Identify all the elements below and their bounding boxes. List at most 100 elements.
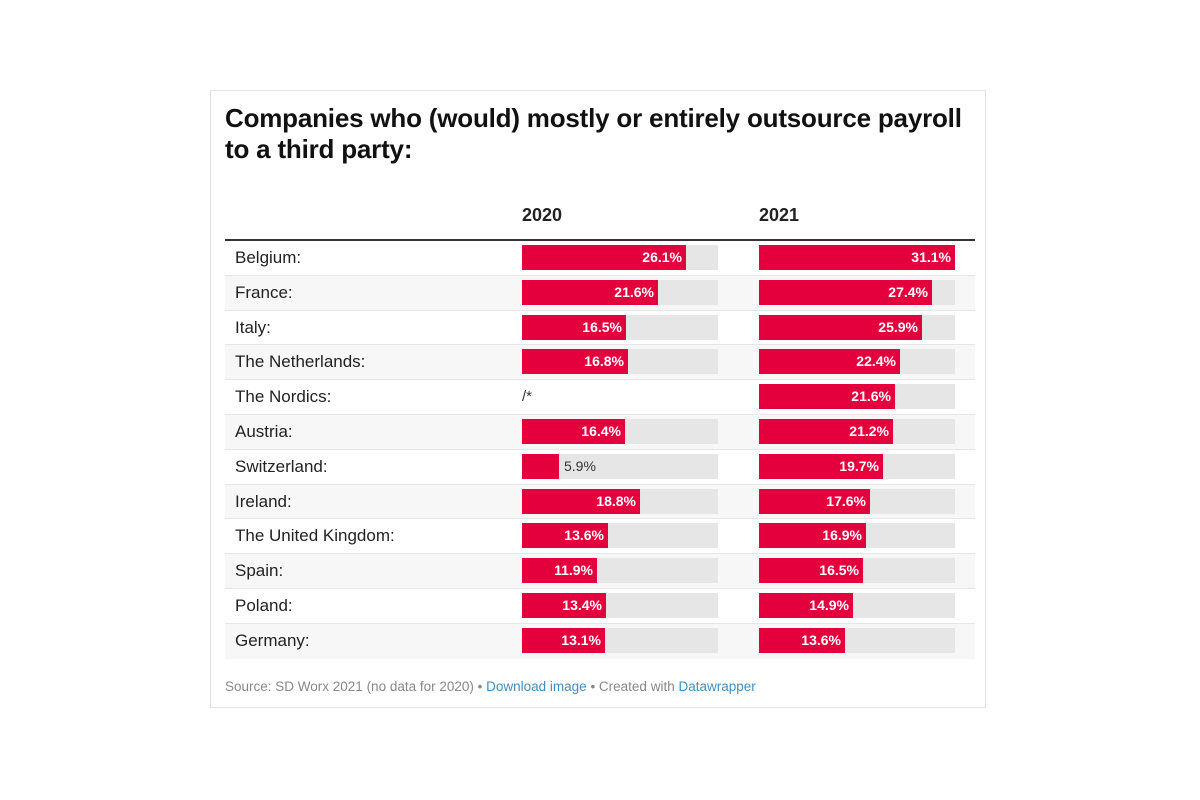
bar-track-2020: 13.4% — [522, 592, 718, 618]
bar-2021 — [759, 488, 870, 514]
bar-track-2021: 17.6% — [759, 488, 955, 514]
bar-track-2021: 19.7% — [759, 453, 955, 479]
row-label: France: — [235, 282, 293, 302]
data-label: 16.5% — [582, 318, 622, 335]
data-label: 27.4% — [888, 283, 928, 300]
data-label: 18.8% — [596, 492, 636, 509]
data-label: 22.4% — [856, 353, 896, 370]
bar-2020 — [522, 453, 559, 479]
data-label: 16.8% — [584, 353, 624, 370]
data-label: 19.7% — [839, 457, 879, 474]
column-header-2020: 2020 — [522, 205, 563, 225]
table-row: Austria: 16.4% 21.2% — [225, 414, 975, 450]
data-label: 11.9% — [554, 562, 593, 579]
bar-track-2020: 21.6% — [522, 279, 718, 305]
row-label: The Netherlands: — [235, 352, 366, 372]
bar-2021 — [759, 418, 893, 444]
bar-2021 — [759, 245, 955, 270]
row-label: Germany: — [235, 630, 310, 650]
data-label: 26.1% — [642, 249, 682, 265]
bar-track-2020: /* — [522, 384, 718, 409]
row-label: Austria: — [235, 421, 293, 441]
table-row: Ireland: 18.8% 17.6% — [225, 484, 975, 520]
source-note: Source: SD Worx 2021 (no data for 2020) — [225, 679, 474, 694]
data-label: 13.6% — [801, 631, 841, 648]
row-label: Switzerland: — [235, 456, 328, 476]
table-row: Italy: 16.5% 25.9% — [225, 311, 975, 346]
data-label: 21.6% — [614, 283, 654, 300]
chart-footer: Source: SD Worx 2021 (no data for 2020) … — [225, 679, 756, 694]
bar-2020 — [522, 279, 658, 305]
datawrapper-link[interactable]: Datawrapper — [678, 679, 756, 694]
bar-track-2020: 26.1% — [522, 245, 718, 270]
bar-track-2021: 22.4% — [759, 349, 955, 375]
download-image-link[interactable]: Download image — [486, 679, 587, 694]
bar-track-2020: 16.4% — [522, 418, 718, 444]
table-row: Belgium: 26.1% 31.1% — [225, 241, 975, 276]
row-label: Poland: — [235, 595, 293, 615]
bar-2021 — [759, 627, 845, 653]
bar-2020 — [522, 418, 625, 444]
bar-track-2021: 13.6% — [759, 627, 955, 653]
table-row: The United Kingdom: 13.6% 16.9% — [225, 519, 975, 555]
bar-2021 — [759, 558, 863, 584]
data-label: 17.6% — [826, 492, 866, 509]
row-label: Belgium: — [235, 248, 302, 267]
bar-track-2021: 21.6% — [759, 384, 955, 410]
row-label: The United Kingdom: — [235, 526, 395, 546]
data-label: 14.9% — [809, 596, 849, 613]
row-label: The Nordics: — [235, 387, 332, 407]
bar-track-2020: 18.8% — [522, 488, 718, 514]
chart-title: Companies who (would) mostly or entirely… — [225, 103, 962, 164]
bar-track-2020: 16.5% — [522, 314, 718, 340]
data-label: 16.9% — [822, 527, 862, 544]
bar-track-2021: 21.2% — [759, 418, 955, 444]
data-label: 16.5% — [819, 562, 859, 579]
no-data-label: /* — [522, 388, 533, 406]
table-row: Poland: 13.4% 14.9% — [225, 589, 975, 624]
bar-track-2021: 16.9% — [759, 523, 955, 549]
bar-2020 — [522, 314, 626, 340]
bar-2021 — [759, 592, 853, 618]
bar-track-2021: 16.5% — [759, 558, 955, 584]
row-label: Ireland: — [235, 491, 292, 511]
bar-track-2021: 31.1% — [759, 245, 955, 270]
bar-2020 — [522, 349, 628, 375]
bar-2020 — [522, 592, 606, 618]
table-row: The Netherlands: 16.8% 22.4% — [225, 345, 975, 381]
bar-2020 — [522, 245, 686, 270]
footer-separator: • — [473, 679, 487, 694]
bar-track-2020: 11.9% — [522, 558, 718, 584]
table-row: Switzerland: 5.9% 19.7% — [225, 450, 975, 485]
data-label: 5.9% — [564, 457, 596, 474]
bar-track-2020: 13.1% — [522, 627, 718, 653]
data-label: 25.9% — [878, 318, 918, 335]
table-row: Germany: 13.1% 13.6% — [225, 623, 975, 659]
data-label: 13.1% — [561, 631, 601, 648]
data-label: 21.6% — [851, 388, 891, 405]
data-label: 16.4% — [581, 422, 621, 439]
bar-2020 — [522, 523, 608, 549]
bar-2021 — [759, 453, 883, 479]
bar-2020 — [522, 627, 605, 653]
data-label: 21.2% — [849, 422, 889, 439]
bar-2020 — [522, 558, 597, 584]
row-label: Spain: — [235, 561, 284, 581]
bar-2020 — [522, 488, 640, 514]
table-row: Spain: 11.9% 16.5% — [225, 554, 975, 589]
row-label: Italy: — [235, 317, 271, 337]
data-label: 13.4% — [562, 596, 602, 613]
bar-track-2020: 13.6% — [522, 523, 718, 549]
bar-track-2021: 14.9% — [759, 592, 955, 618]
bar-track-2020: 16.8% — [522, 349, 718, 375]
table-row: France: 21.6% 27.4% — [225, 275, 975, 311]
chart-card: Companies who (would) mostly or entirely… — [210, 90, 986, 708]
bar-2021 — [759, 349, 900, 375]
data-label: 31.1% — [911, 249, 951, 265]
bar-track-2021: 25.9% — [759, 314, 955, 340]
bar-2021 — [759, 384, 895, 410]
bar-2021 — [759, 279, 932, 305]
data-label: 13.6% — [564, 527, 604, 544]
footer-created-with: • Created with — [586, 679, 679, 694]
bar-2021 — [759, 314, 922, 340]
